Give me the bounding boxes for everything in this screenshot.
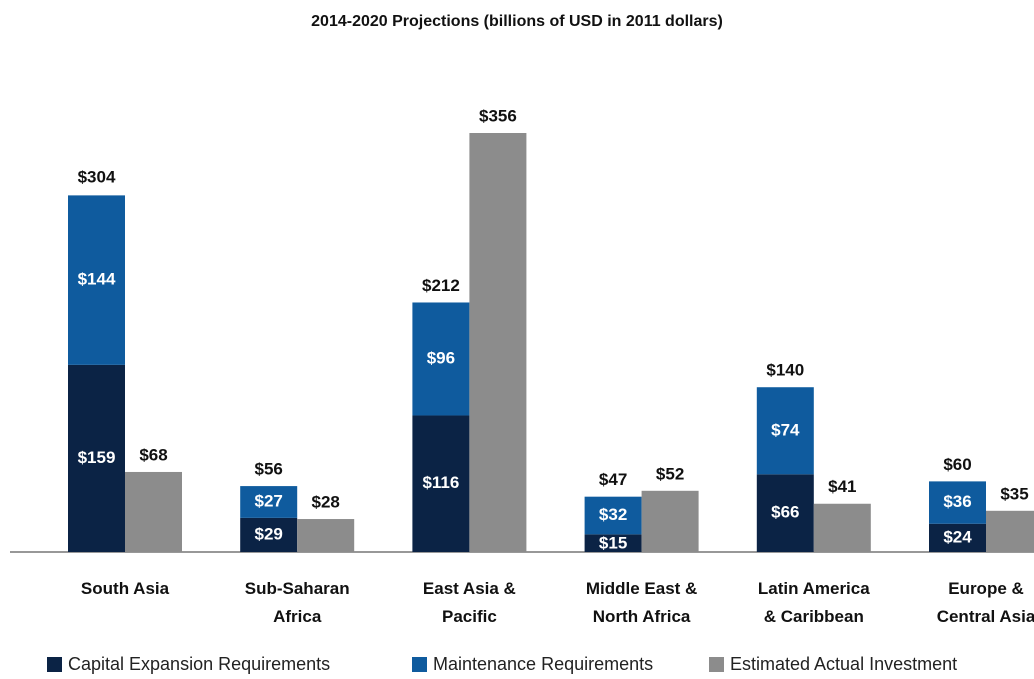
value-label: $159 — [78, 448, 116, 467]
legend-label: Capital Expansion Requirements — [68, 654, 331, 674]
bar-segment — [813, 503, 871, 552]
bar-segment — [240, 486, 298, 518]
bar-segment — [297, 519, 355, 552]
x-tick-label: Middle East & North Africa — [585, 579, 698, 626]
bar-segment — [412, 415, 470, 552]
value-label: $35 — [1000, 484, 1028, 503]
total-label: $212 — [422, 276, 460, 295]
legend-label: Maintenance Requirements — [433, 654, 654, 674]
bar-segment — [469, 133, 527, 552]
x-tick-label: Latin America & Caribbean — [757, 579, 870, 626]
legend-label: Estimated Actual Investment — [730, 654, 958, 674]
legend-swatch — [412, 657, 427, 672]
x-tick-label: Sub-Saharan Africa — [244, 579, 350, 626]
value-label: $36 — [943, 492, 971, 511]
value-label: $356 — [479, 106, 517, 125]
legend-swatch — [709, 657, 724, 672]
legend-swatch — [47, 657, 62, 672]
total-label: $304 — [78, 168, 116, 187]
bar-segment — [412, 302, 470, 416]
total-label: $140 — [766, 361, 804, 380]
bar-segment — [584, 534, 642, 552]
total-label: $60 — [943, 455, 971, 474]
value-label: $41 — [828, 477, 856, 496]
value-label: $15 — [599, 533, 627, 552]
value-label: $96 — [427, 348, 455, 367]
value-label: $32 — [599, 505, 627, 524]
value-label: $116 — [422, 473, 459, 492]
bar-segment — [756, 387, 814, 475]
total-label: $47 — [599, 470, 627, 489]
bar-segment — [125, 471, 182, 552]
bar-segment — [68, 195, 125, 365]
bar-segment — [68, 364, 125, 552]
value-label: $66 — [771, 503, 799, 522]
value-label: $68 — [139, 445, 167, 464]
legend-item: Capital Expansion Requirements — [47, 654, 330, 675]
total-label: $56 — [255, 460, 283, 479]
x-tick-label: South Asia — [80, 579, 170, 598]
value-label: $144 — [78, 270, 116, 289]
value-label: $24 — [943, 527, 972, 546]
bar-segment — [986, 510, 1034, 552]
value-label: $27 — [255, 491, 283, 510]
value-label: $29 — [255, 524, 283, 543]
chart-title: 2014-2020 Projections (billions of USD i… — [311, 13, 723, 30]
legend-item: Maintenance Requirements — [412, 654, 653, 675]
bar-segment — [929, 481, 986, 524]
value-label: $74 — [771, 420, 800, 439]
bar-segment — [929, 523, 986, 552]
bar-segment — [756, 474, 814, 552]
bar-segment — [584, 496, 642, 535]
bar-segment — [240, 517, 298, 552]
x-tick-label: East Asia & Pacific — [422, 579, 516, 626]
value-label: $52 — [656, 464, 684, 483]
value-label: $28 — [312, 493, 340, 512]
bar-segment — [641, 490, 699, 552]
x-tick-label: Europe & Central Asia — [936, 579, 1034, 626]
legend-item: Estimated Actual Investment — [709, 654, 957, 675]
